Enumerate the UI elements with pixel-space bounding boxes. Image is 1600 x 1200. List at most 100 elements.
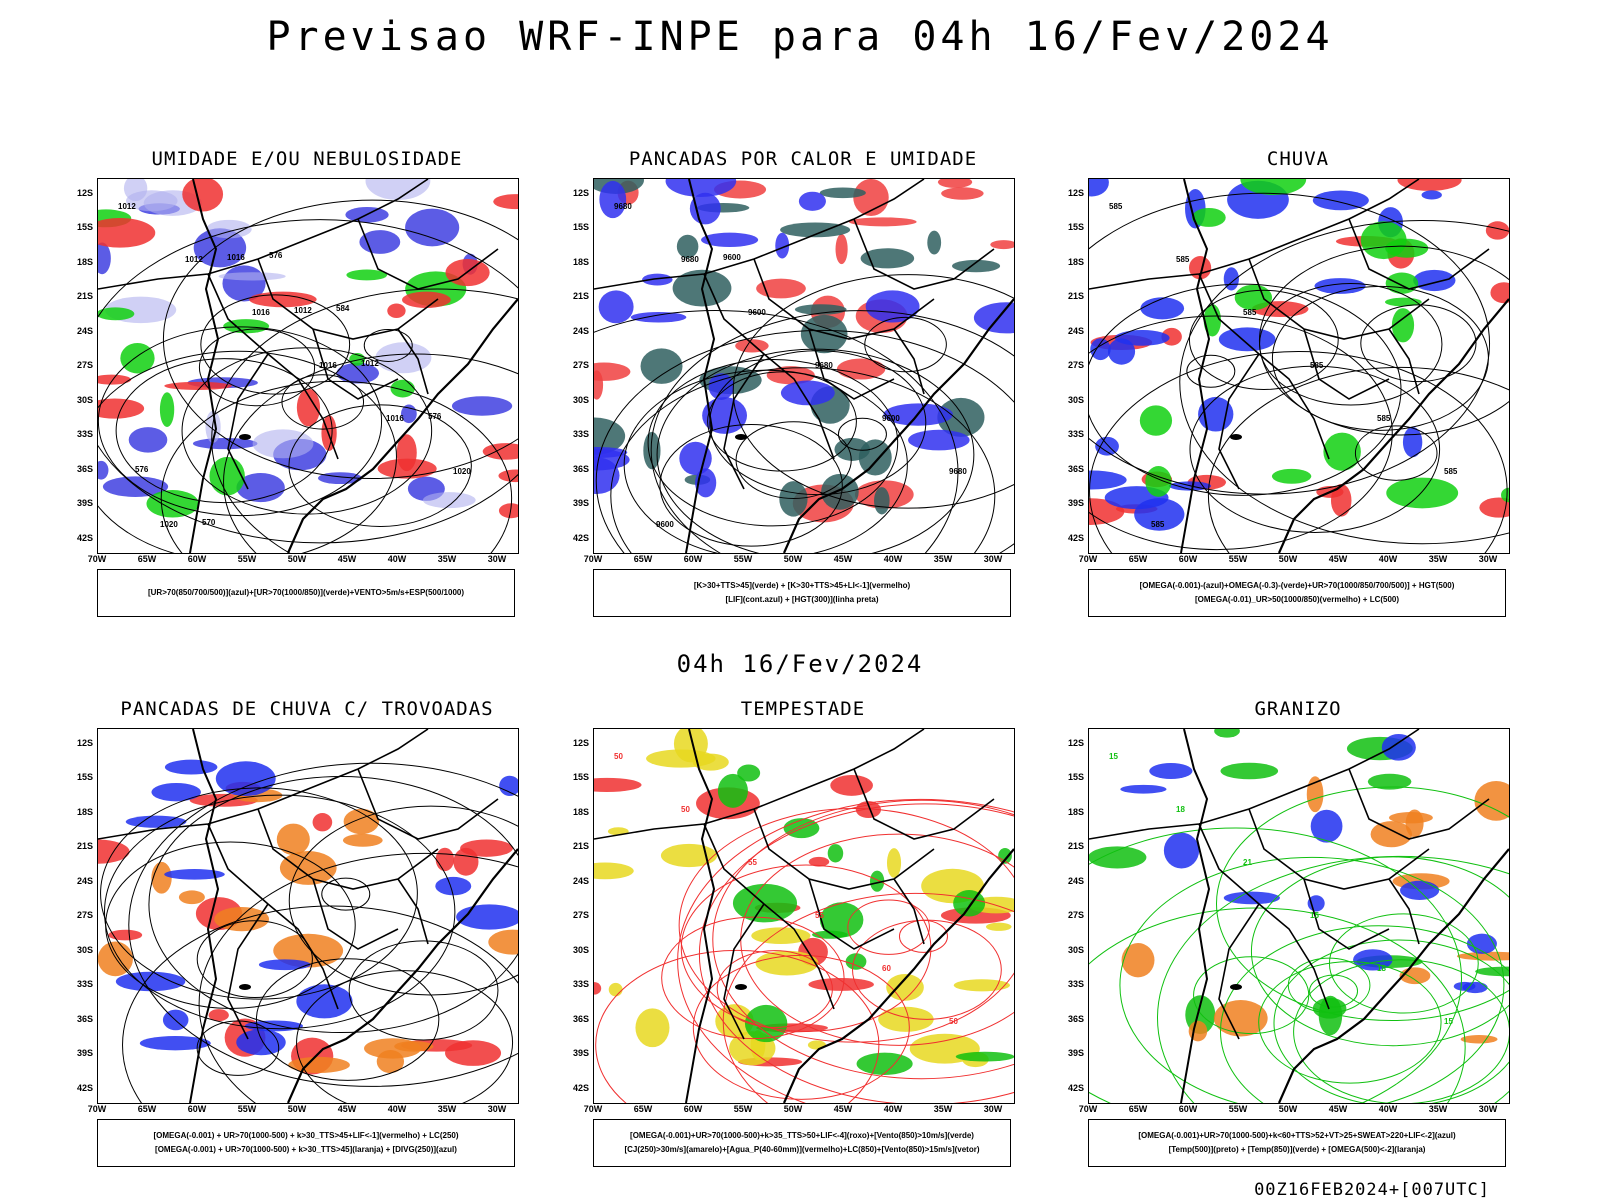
legend-caption-line: [OMEGA(-0.001)+UR>70(1000-500)+k<60+TTS>…: [1138, 1131, 1456, 1140]
lon-tick-label: 55W: [733, 1104, 753, 1114]
lat-tick-label: 39S: [76, 498, 93, 509]
shaded-area-teal: [834, 437, 871, 461]
lon-tick-label: 40W: [1378, 1104, 1398, 1114]
contour-line: [100, 787, 418, 1000]
lon-tick-label: 35W: [437, 554, 457, 564]
state-border: [893, 328, 925, 395]
shaded-area-orange: [1306, 776, 1324, 813]
contour-line: [852, 919, 1002, 1020]
lat-tick-label: 12S: [572, 738, 589, 748]
lon-tick-label: 30W: [1478, 554, 1498, 564]
shaded-area-blue: [151, 782, 201, 802]
lon-tick-label: 45W: [833, 1104, 853, 1114]
lat-tick-label: 27S: [76, 910, 93, 921]
shaded-area-teal: [780, 222, 851, 238]
state-border: [1248, 258, 1430, 340]
coastline-east: [782, 298, 1014, 553]
state-border: [207, 273, 339, 460]
state-border: [1388, 878, 1420, 945]
shaded-area-blue: [798, 191, 826, 211]
shaded-area-green: [1391, 308, 1415, 343]
shaded-area-teal: [800, 314, 848, 354]
lat-tick-label: 12S: [572, 188, 589, 198]
state-border: [397, 878, 429, 945]
shaded-area-red: [164, 381, 232, 390]
map-pancadas-de-chuva-c-trovoadas: [97, 728, 519, 1104]
contour-line: [1089, 192, 1490, 495]
contour-line: [1188, 289, 1339, 390]
shaded-area-blue: [1089, 179, 1109, 197]
contour-label: 9600: [656, 520, 674, 529]
contour-label: 50: [949, 1017, 958, 1026]
shaded-area-orange: [394, 1041, 434, 1052]
shaded-area-green: [1214, 729, 1240, 738]
lon-tick-label: 70W: [583, 554, 603, 564]
legend-caption-line: [OMEGA(-0.001)-(azul)+OMEGA(-0.3)-(verde…: [1139, 581, 1455, 590]
shaded-area-blue: [1140, 297, 1185, 320]
legend-caption-line: [CJ(250)>30m/s](amarelo)+[Agua_P(40-60mm…: [624, 1145, 980, 1154]
shaded-area-red: [836, 358, 886, 380]
state-border: [1248, 808, 1430, 890]
shaded-area-red: [594, 982, 602, 995]
contour-label: 1016: [227, 253, 245, 262]
shaded-area-blue: [1421, 190, 1442, 200]
map-canvas-umidade-e-ou-nebulosidade: 1012 1012 1016 1016 1016 1020 1020 1016 1012 1012…: [98, 179, 518, 553]
contour-line: [661, 916, 845, 1040]
lon-tick-label: 45W: [337, 1104, 357, 1114]
shaded-area-orange: [151, 861, 172, 894]
coastline-west: [1180, 729, 1211, 1103]
shaded-area-red: [808, 856, 830, 867]
map-chuva: 585 585 585 585 585 585 585: [1088, 178, 1510, 554]
shaded-area-blue: [164, 869, 225, 880]
contour-line: [692, 954, 910, 1100]
legend-caption-umidade-e-ou-nebulosidade: [UR>70(850/700/500)](azul)+[UR>70(1000/8…: [97, 569, 515, 617]
lat-tick-label: 15S: [572, 222, 589, 233]
lat-tick-label: 42S: [572, 1082, 589, 1093]
state-border: [1089, 179, 1420, 290]
contour-line: [1293, 959, 1509, 1103]
shaded-area-green: [1139, 405, 1173, 436]
contour-line: [698, 803, 1014, 1103]
shaded-area-red: [937, 179, 973, 188]
lat-tick-label: 24S: [1067, 875, 1084, 886]
state-border: [1218, 353, 1260, 490]
lon-tick-label: 40W: [387, 1104, 407, 1114]
contour-label: 15: [1109, 752, 1118, 761]
contour-line: [595, 329, 1014, 553]
legend-caption-line: [Temp(500)](preto) + [Temp(850)](verde) …: [1168, 1145, 1426, 1154]
legend-caption-line: [UR>70(850/700/500)](azul)+[UR>70(1000/8…: [147, 588, 465, 597]
contour-label: 1020: [160, 520, 178, 529]
contour-line: [1258, 245, 1509, 436]
lagoon-marker: [735, 984, 747, 990]
map-canvas-tempestade: 50 50 55 55 60 50: [594, 729, 1014, 1103]
contour-line: [122, 905, 518, 1103]
state-border: [397, 328, 429, 395]
shaded-area-green: [732, 883, 798, 923]
state-border: [98, 729, 429, 840]
map-pancadas-por-calor-e-umidade: 9680 9680 9600 9680 9600 9680 9600 9600: [593, 178, 1015, 554]
map-granizo: 15 18 21 15 18 15: [1088, 728, 1510, 1104]
shaded-area-green: [1312, 997, 1347, 1019]
contour-label: 585: [1243, 308, 1257, 317]
state-border: [703, 823, 835, 1010]
lon-tick-label: 30W: [487, 554, 507, 564]
lat-tick-label: 42S: [1067, 532, 1084, 543]
lat-tick-label: 21S: [1067, 841, 1084, 852]
shaded-area-teal: [676, 234, 699, 259]
shaded-area-red: [482, 443, 518, 460]
contour-label: 1016: [386, 414, 404, 423]
contour-line: [1186, 354, 1236, 388]
contour-line: [594, 310, 959, 553]
contour-line: [677, 798, 1014, 1103]
contour-label: 15: [1310, 911, 1319, 920]
contour-line: [211, 288, 518, 553]
shaded-area-red: [1188, 256, 1212, 280]
contour-line: [707, 371, 857, 472]
shaded-area-green: [1475, 966, 1509, 977]
shaded-area-blue: [665, 179, 737, 197]
shaded-area-red: [402, 291, 451, 308]
contour-line: [1179, 220, 1509, 545]
shaded-area-lavender: [206, 219, 252, 239]
contour-label: 50: [681, 805, 690, 814]
shaded-area-orange: [273, 933, 344, 968]
